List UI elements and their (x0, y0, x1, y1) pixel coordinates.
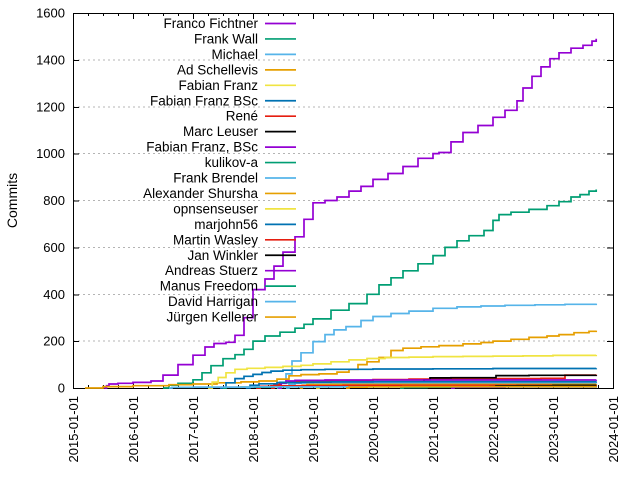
legend-entry: opnsenseuser (173, 201, 296, 216)
x-tick-label: 2019-01-01 (306, 396, 321, 463)
series-line-frank-wall (163, 189, 598, 389)
x-tick-label: 2016-01-01 (126, 396, 141, 463)
legend-label: David Harrigan (168, 294, 258, 309)
legend-entry: Fabian Franz (178, 78, 296, 93)
series-line-franco-fichtner (104, 38, 598, 389)
legend-label: Alexander Shursha (143, 186, 258, 201)
legend-label: Michael (211, 47, 258, 62)
legend-entry: René (226, 109, 296, 124)
legend-entry: Michael (211, 47, 296, 62)
legend-label: Fabian Franz, BSc (146, 140, 258, 155)
legend-entry: kulikov-a (205, 155, 296, 170)
x-tick-label: 2022-01-01 (486, 396, 501, 463)
legend-entry: Frank Brendel (173, 171, 296, 186)
legend-entry: Frank Wall (194, 31, 296, 46)
legend-label: Fabian Franz BSc (150, 93, 258, 108)
y-tick-label: 800 (43, 193, 65, 208)
series-line-michael (277, 303, 598, 389)
legend-entry: Ad Schellevis (177, 62, 296, 77)
y-tick-label: 1400 (36, 52, 65, 67)
legend-label: René (226, 109, 258, 124)
x-tick-label: 2021-01-01 (426, 396, 441, 463)
x-tick-label: 2017-01-01 (186, 396, 201, 463)
legend-label: Martin Wasley (173, 232, 258, 247)
legend-entry: Franco Fichtner (163, 16, 296, 31)
legend-entry: Jürgen Kellerer (166, 310, 296, 325)
y-tick-label: 0 (58, 381, 65, 396)
legend-entry: Marc Leuser (183, 124, 296, 139)
y-tick-label: 600 (43, 240, 65, 255)
y-tick-label: 1200 (36, 99, 65, 114)
legend-entry: Fabian Franz, BSc (146, 140, 296, 155)
legend-entry: Jan Winkler (187, 248, 296, 263)
legend-label: Marc Leuser (183, 124, 259, 139)
legend-label: kulikov-a (205, 155, 259, 170)
legend-entry: Fabian Franz BSc (150, 93, 296, 108)
legend-entry: Manus Freedom (160, 279, 296, 294)
series-line-marjohn56 (245, 380, 598, 389)
y-tick-label: 1600 (36, 6, 65, 21)
legend-label: Franco Fichtner (163, 16, 258, 31)
legend-entry: Andreas Stuerz (165, 263, 296, 278)
series-line-fabian-franz-bsc (220, 367, 598, 389)
series-line-fabian-franz (208, 354, 598, 389)
x-tick-label: 2020-01-01 (366, 396, 381, 463)
legend-entry: Alexander Shursha (143, 186, 296, 201)
legend-label: Fabian Franz (178, 78, 258, 93)
legend-label: Ad Schellevis (177, 62, 258, 77)
series-line-fabian-franz-bsc (278, 379, 598, 389)
legend-label: Jan Winkler (187, 248, 258, 263)
y-tick-label: 200 (43, 334, 65, 349)
legend-label: Jürgen Kellerer (166, 310, 258, 325)
legend-entry: marjohn56 (194, 217, 296, 232)
legend-label: Frank Wall (194, 31, 258, 46)
legend-label: Manus Freedom (160, 279, 258, 294)
legend-entry: Martin Wasley (173, 232, 296, 247)
x-tick-label: 2024-01-01 (606, 396, 621, 463)
series-line-j-rgen-kellerer (346, 385, 598, 389)
y-tick-label: 1000 (36, 146, 65, 161)
legend-label: marjohn56 (194, 217, 258, 232)
legend-label: Frank Brendel (173, 171, 258, 186)
legend-entry: David Harrigan (168, 294, 296, 309)
legend-label: Andreas Stuerz (165, 263, 258, 278)
legend-label: opnsenseuser (173, 201, 258, 216)
x-tick-label: 2018-01-01 (246, 396, 261, 463)
y-axis-title: Commits (4, 173, 20, 228)
x-tick-label: 2023-01-01 (546, 396, 561, 463)
x-tick-label: 2015-01-01 (66, 396, 81, 463)
y-tick-label: 400 (43, 287, 65, 302)
